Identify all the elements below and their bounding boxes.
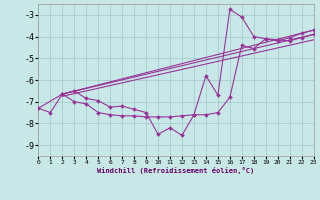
X-axis label: Windchill (Refroidissement éolien,°C): Windchill (Refroidissement éolien,°C) (97, 167, 255, 174)
